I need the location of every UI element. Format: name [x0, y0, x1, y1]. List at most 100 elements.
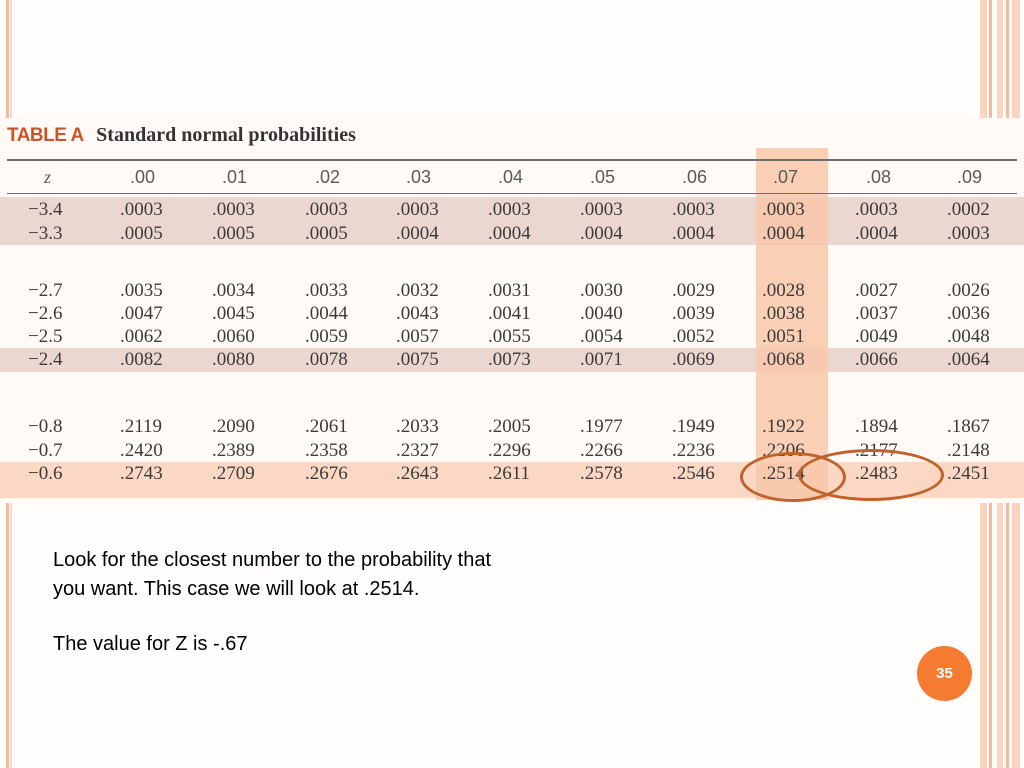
- table-title: TABLE A Standard normal probabilities: [7, 124, 356, 150]
- highlight-column-07: [756, 148, 828, 500]
- table-cell: .0004: [855, 223, 898, 244]
- table-cell: .1894: [855, 416, 898, 437]
- table-cell: .0066: [855, 349, 898, 370]
- table-cell: .0049: [855, 326, 898, 347]
- table-cell: .0003: [488, 199, 531, 220]
- table-cell: .0003: [672, 199, 715, 220]
- table-cell: .2709: [212, 463, 255, 484]
- table-cell: .0034: [212, 280, 255, 301]
- table-top-rule: [7, 159, 1017, 161]
- table-cell: .0003: [120, 199, 163, 220]
- table-tag: TABLE A: [7, 125, 84, 146]
- row-z-label: −0.8: [28, 416, 63, 437]
- table-cell: .2033: [396, 416, 439, 437]
- table-cell: .2389: [212, 440, 255, 461]
- table-cell: .0004: [762, 223, 805, 244]
- header-col: .05: [590, 167, 616, 187]
- table-cell: .0078: [305, 349, 348, 370]
- header-z: z: [44, 167, 52, 187]
- table-cell: .0030: [580, 280, 623, 301]
- table-cell: .0068: [762, 349, 805, 370]
- table-cell: .0044: [305, 303, 348, 324]
- table-cell: .0057: [396, 326, 439, 347]
- table-cell: .0004: [488, 223, 531, 244]
- header-col: .04: [498, 167, 524, 187]
- row-z-label: −2.4: [28, 349, 63, 370]
- table-cell: .0064: [947, 349, 990, 370]
- table-cell: .0051: [762, 326, 805, 347]
- table-cell: .0055: [488, 326, 531, 347]
- table-cell: .0029: [672, 280, 715, 301]
- table-cell: .0004: [672, 223, 715, 244]
- table-cell: .2266: [580, 440, 623, 461]
- highlight-oval-2483: [798, 449, 944, 501]
- table-cell: .0082: [120, 349, 163, 370]
- table-cell: .2005: [488, 416, 531, 437]
- table-cell: .0003: [947, 223, 990, 244]
- table-cell: .0052: [672, 326, 715, 347]
- table-cell: .2451: [947, 463, 990, 484]
- table-cell: .2296: [488, 440, 531, 461]
- table-cell: .2061: [305, 416, 348, 437]
- table-cell: .2676: [305, 463, 348, 484]
- table-cell: .0003: [762, 199, 805, 220]
- table-cell: .1922: [762, 416, 805, 437]
- table-cell: .0062: [120, 326, 163, 347]
- table-cell: .2090: [212, 416, 255, 437]
- header-col: .08: [866, 167, 892, 187]
- row-z-label: −2.7: [28, 280, 63, 301]
- row-z-label: −3.3: [28, 223, 63, 244]
- table-cell: .2420: [120, 440, 163, 461]
- table-cell: .0003: [580, 199, 623, 220]
- table-cell: .2236: [672, 440, 715, 461]
- table-cell: .0075: [396, 349, 439, 370]
- table-cell: .0040: [580, 303, 623, 324]
- table-cell: .0073: [488, 349, 531, 370]
- header-col: .01: [222, 167, 248, 187]
- table-cell: .0004: [396, 223, 439, 244]
- table-cell: .2578: [580, 463, 623, 484]
- table-cell: .2148: [947, 440, 990, 461]
- table-cell: .0027: [855, 280, 898, 301]
- table-cell: .0043: [396, 303, 439, 324]
- table-cell: .0032: [396, 280, 439, 301]
- table-cell: .1867: [947, 416, 990, 437]
- table-cell: .0080: [212, 349, 255, 370]
- table-cell: .0026: [947, 280, 990, 301]
- table-cell: .0054: [580, 326, 623, 347]
- table-cell: .0045: [212, 303, 255, 324]
- header-col: .02: [315, 167, 341, 187]
- instruction-line-1: Look for the closest number to the proba…: [53, 549, 492, 571]
- probability-table-image: [0, 118, 1024, 503]
- table-cell: .0003: [396, 199, 439, 220]
- table-cell: .0047: [120, 303, 163, 324]
- row-z-label: −2.6: [28, 303, 63, 324]
- slide-number-badge: 35: [917, 646, 972, 701]
- table-cell: .0005: [305, 223, 348, 244]
- table-cell: .0048: [947, 326, 990, 347]
- table-cell: .2643: [396, 463, 439, 484]
- table-cell: .0059: [305, 326, 348, 347]
- table-cell: .1977: [580, 416, 623, 437]
- table-cell: .0031: [488, 280, 531, 301]
- answer-text: The value for Z is -.67: [53, 633, 248, 655]
- table-cell: .0069: [672, 349, 715, 370]
- table-header-rule: [7, 193, 1017, 194]
- table-cell: .2119: [120, 416, 163, 437]
- row-z-label: −0.7: [28, 440, 63, 461]
- table-cell: .2358: [305, 440, 348, 461]
- table-cell: .2611: [488, 463, 531, 484]
- row-z-label: −3.4: [28, 199, 63, 220]
- table-cell: .2546: [672, 463, 715, 484]
- header-col: .07: [773, 167, 799, 187]
- table-cell: .0002: [947, 199, 990, 220]
- row-z-label: −2.5: [28, 326, 63, 347]
- instruction-line-2: you want. This case we will look at .251…: [53, 578, 420, 600]
- row-z-label: −0.6: [28, 463, 63, 484]
- table-cell: .0036: [947, 303, 990, 324]
- table-cell: .0039: [672, 303, 715, 324]
- table-cell: .0028: [762, 280, 805, 301]
- table-cell: .0071: [580, 349, 623, 370]
- table-band-row-2-4: [0, 348, 1024, 372]
- table-cell: .1949: [672, 416, 715, 437]
